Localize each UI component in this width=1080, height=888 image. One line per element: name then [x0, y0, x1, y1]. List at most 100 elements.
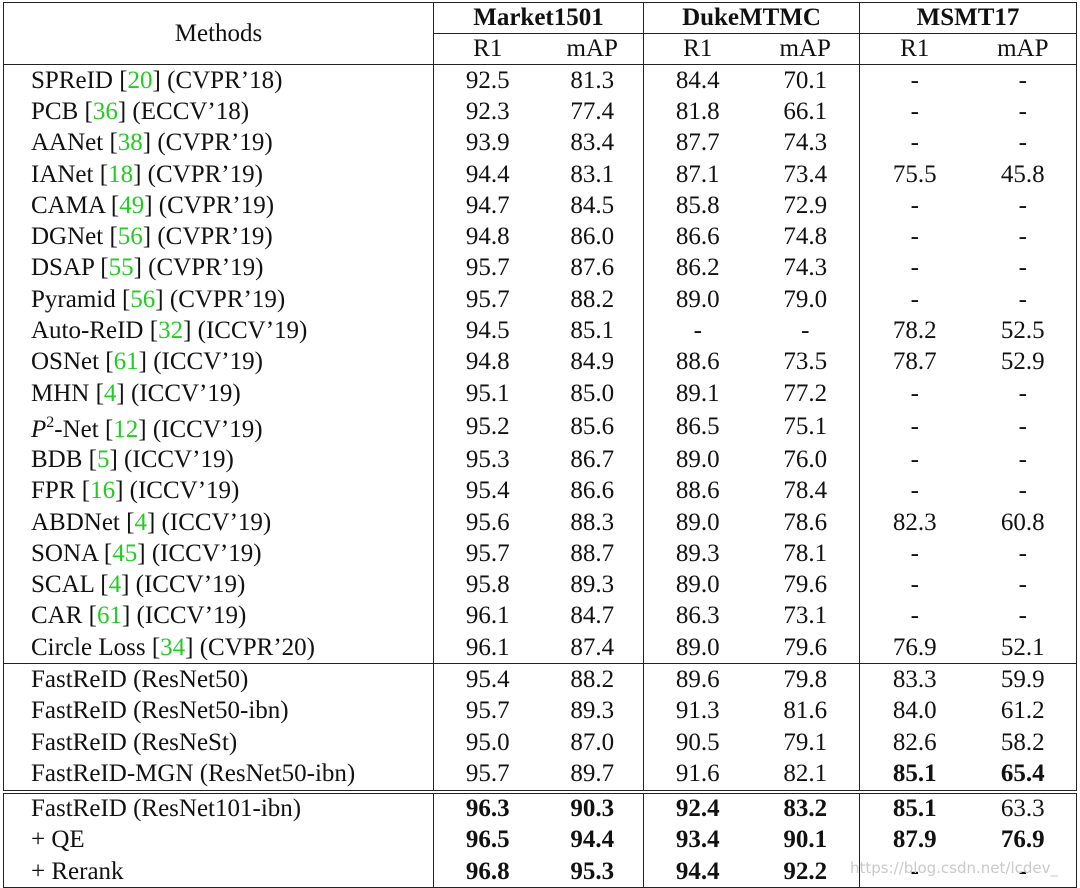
citation-link: 32	[158, 317, 184, 345]
method-cell: Circle Loss [34] (CVPR’20)	[4, 632, 434, 664]
metric-header: mAP	[566, 35, 618, 62]
metric-cell: 84.9	[570, 348, 615, 376]
method-text: ] (CVPR’19)	[142, 223, 273, 251]
table-row: SONA [45] (ICCV’19) 95.7 88.7 89.3 78.1- -	[4, 538, 1077, 570]
metric-cell: 86.3	[643, 600, 752, 633]
citation-link: 49	[119, 191, 145, 219]
metric-cell: -	[969, 64, 1077, 97]
metric-cell: 92.3	[433, 96, 542, 128]
method-text: ABDNet [	[31, 508, 135, 536]
table-row: AANet [38] (CVPR’19) 93.9 83.4 87.7 74.3- -	[4, 127, 1077, 159]
metric-cell: 79.6	[783, 633, 828, 661]
metric-cell: -	[1018, 602, 1027, 630]
metric-cell: -	[801, 317, 810, 345]
table-row: BDB [5] (ICCV’19) 95.3 86.7 89.0 76.0- -	[4, 444, 1077, 476]
metric-cell: 88.2	[570, 285, 615, 313]
metric-cell: 79.6	[783, 571, 828, 599]
method-text: Circle Loss [	[31, 633, 161, 661]
metric-cell: 95.7	[433, 252, 542, 285]
metric-cell: 95.3	[433, 444, 542, 476]
metric-cell: 94.4	[570, 826, 615, 854]
metric-cell: 87.4	[570, 633, 615, 661]
metric-cell: 92.4	[643, 789, 752, 825]
metric-cell: 90.1	[783, 826, 828, 854]
method-text: P	[31, 416, 47, 444]
metric-cell: 89.0	[643, 569, 752, 601]
metric-cell: 85.1	[859, 789, 970, 825]
metric-cell: 95.7	[433, 538, 542, 570]
dataset-header: DukeMTMC	[642, 2, 860, 34]
method-cell: FastReID (ResNeSt)	[4, 727, 434, 758]
method-cell: DSAP [55] (CVPR’19)	[4, 253, 434, 284]
metric-cell: 95.7	[433, 695, 542, 727]
metric-cell: 84.0	[859, 695, 970, 727]
metric-cell: -	[1018, 285, 1027, 313]
method-text: CAR [	[31, 602, 97, 630]
table-row: ABDNet [4] (ICCV’19) 95.6 88.3 89.0 78.6 82.3…	[4, 506, 1077, 539]
metric-cell: -	[1018, 97, 1027, 125]
metric-cell: 95.8	[433, 569, 542, 601]
table-row: FastReID (ResNet50-ibn) 95.7 89.3 91.3 81.6 8…	[4, 695, 1077, 727]
table-row: Pyramid [56] (CVPR’19) 95.7 88.2 89.0 79.0- -	[4, 284, 1077, 316]
metric-cell: 95.3	[570, 857, 615, 885]
metric-cell: 93.4	[643, 824, 752, 857]
metric-cell: -	[1018, 571, 1027, 599]
metric-cell: 79.1	[783, 728, 828, 756]
metric-cell: 52.9	[1000, 348, 1045, 376]
metric-cell: 83.2	[751, 789, 860, 825]
metric-cell: -	[859, 96, 970, 128]
method-cell: PCB [36] (ECCV’18)	[4, 96, 434, 127]
method-text: IANet [	[31, 160, 109, 188]
table-row: FastReID-MGN (ResNet50-ibn) 95.7 89.7 91.6 8…	[4, 758, 1077, 792]
method-text: FastReID (ResNet101-ibn)	[31, 795, 302, 823]
metric-cell: 95.4	[433, 663, 542, 696]
metric-cell: 93.9	[433, 127, 542, 159]
metric-cell: 92.2	[783, 857, 828, 885]
metric-cell: 86.6	[570, 477, 615, 505]
metric-header: R1	[433, 33, 542, 65]
metric-cell: -	[1018, 379, 1027, 407]
citation-link: 12	[113, 416, 139, 444]
metric-cell: -	[1018, 539, 1027, 567]
metric-cell: 87.0	[570, 728, 615, 756]
metric-header: R1	[643, 33, 752, 65]
citation-link: 56	[117, 223, 143, 251]
metric-cell: 88.7	[570, 539, 615, 567]
method-text: + Rerank	[31, 857, 124, 885]
table-header: Methods Market1501 DukeMTMC MSMT17 R1 mAP R1 mA…	[4, 2, 1077, 65]
metric-cell: 92.5	[433, 64, 542, 97]
metric-cell: 77.2	[783, 379, 828, 407]
metric-cell: 84.7	[570, 602, 615, 630]
metric-cell: 81.6	[783, 697, 828, 725]
metric-cell: 94.7	[433, 190, 542, 222]
table-row: DSAP [55] (CVPR’19) 95.7 87.6 86.2 74.3- -	[4, 252, 1077, 285]
metric-cell: 81.3	[541, 64, 644, 97]
method-text: FastReID (ResNeSt)	[31, 728, 238, 756]
metric-cell: 76.9	[1000, 826, 1045, 854]
citation-link: 34	[160, 633, 186, 661]
metric-cell: -	[859, 284, 970, 316]
metric-cell: 78.4	[783, 477, 828, 505]
subheader-row: R1 mAP R1 mAP R1 mAP	[4, 33, 1077, 65]
metric-cell: 60.8	[1000, 508, 1045, 536]
metric-cell: -	[1018, 477, 1027, 505]
metric-cell: 78.1	[783, 539, 828, 567]
results-table: Methods Market1501 DukeMTMC MSMT17 R1 mAP R1 mA…	[3, 2, 1078, 888]
method-text: ] (ICCV’19)	[137, 539, 262, 567]
metric-cell: -	[643, 315, 752, 347]
method-text: ] (CVPR’19)	[133, 160, 263, 188]
method-text: BDB [	[31, 445, 97, 473]
metric-cell: -	[859, 221, 970, 253]
table-row: CAR [61] (ICCV’19) 96.1 84.7 86.3 73.1- -	[4, 600, 1077, 633]
metric-cell: 83.4	[570, 129, 615, 157]
metric-cell: 89.6	[643, 663, 752, 696]
methods-header: Methods	[174, 19, 263, 47]
method-text: ] (ICCV’19)	[138, 416, 263, 444]
metric-cell: 73.4	[783, 160, 828, 188]
table-row: P2-Net [12] (ICCV’19) 95.2 85.6 86.5 75.1- -	[4, 409, 1077, 445]
metric-cell: -	[1018, 254, 1027, 282]
metric-cell: 88.3	[570, 508, 615, 536]
citation-link: 38	[117, 129, 143, 157]
method-cell: + Rerank	[4, 856, 434, 888]
metric-cell: 89.3	[570, 571, 615, 599]
